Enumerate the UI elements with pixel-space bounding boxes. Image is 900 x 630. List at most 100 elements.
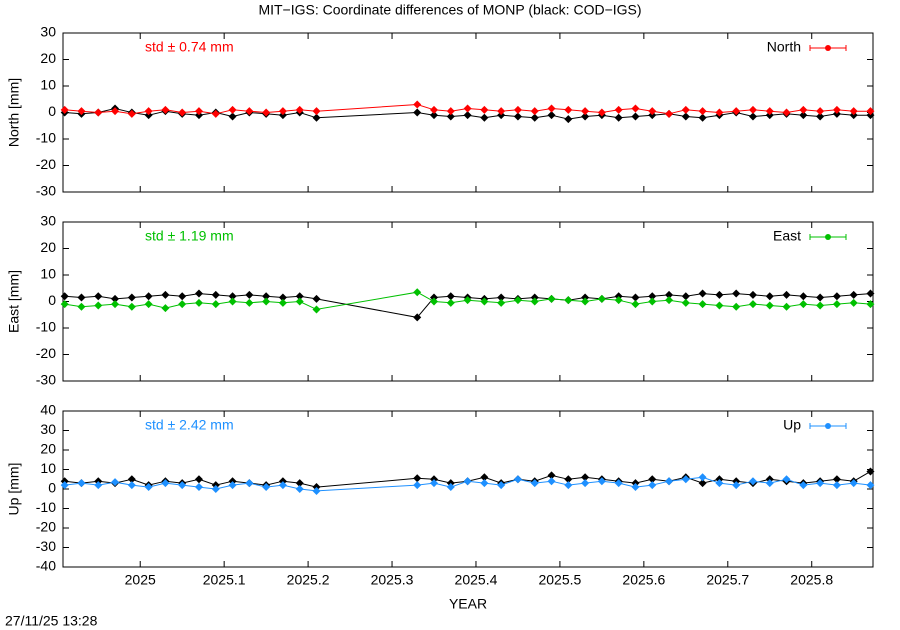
x-tick-label: 2025.3 (371, 572, 414, 588)
data-point (60, 300, 69, 309)
data-point (866, 481, 875, 490)
legend-label: East (773, 228, 801, 244)
data-point (564, 105, 573, 114)
data-point (732, 302, 741, 311)
data-point (94, 301, 103, 310)
data-point (413, 313, 422, 322)
data-point (430, 111, 439, 120)
data-point (127, 475, 136, 484)
data-point (127, 302, 136, 311)
data-point (295, 292, 304, 301)
data-point (497, 293, 506, 302)
data-point (245, 479, 254, 488)
data-point (413, 100, 422, 109)
std-annotation: std ± 0.74 mm (145, 39, 234, 55)
data-point (413, 481, 422, 490)
y-tick-label: 40 (40, 402, 56, 418)
data-point (765, 301, 774, 310)
data-point (228, 481, 237, 490)
data-point (648, 297, 657, 306)
data-point (413, 108, 422, 117)
y-tick-label: 30 (40, 421, 56, 437)
data-point (681, 475, 690, 484)
x-tick-label: 2025.8 (790, 572, 833, 588)
data-point (748, 105, 757, 114)
data-point (832, 292, 841, 301)
data-point (194, 483, 203, 492)
data-point (648, 475, 657, 484)
data-point (698, 107, 707, 116)
data-point (194, 107, 203, 116)
data-point (698, 300, 707, 309)
data-point (832, 105, 841, 114)
data-point (463, 111, 472, 120)
data-point (530, 113, 539, 122)
data-point (111, 478, 120, 487)
legend-label: North (767, 39, 801, 55)
y-tick-label: 30 (40, 213, 56, 229)
data-point (262, 292, 271, 301)
data-point (245, 107, 254, 116)
data-point (581, 107, 590, 116)
data-point (748, 300, 757, 309)
data-point (698, 473, 707, 482)
data-point (681, 298, 690, 307)
data-point (748, 112, 757, 121)
data-point (849, 298, 858, 307)
y-tick-label: -10 (36, 499, 56, 515)
data-point (312, 294, 321, 303)
data-point (178, 108, 187, 117)
data-point (547, 111, 556, 120)
data-point (60, 481, 69, 490)
data-point (497, 481, 506, 490)
data-point (111, 294, 120, 303)
data-point (816, 301, 825, 310)
x-tick-label: 2025 (125, 572, 156, 588)
data-point (564, 475, 573, 484)
data-point (816, 107, 825, 116)
data-point (581, 479, 590, 488)
data-point (295, 297, 304, 306)
data-point (161, 304, 170, 313)
data-point (866, 107, 875, 116)
data-point (782, 108, 791, 117)
data-point (228, 292, 237, 301)
data-point (547, 471, 556, 480)
data-point (732, 289, 741, 298)
data-point (765, 292, 774, 301)
y-tick-label: 0 (48, 103, 56, 119)
data-point (262, 297, 271, 306)
data-point (765, 107, 774, 116)
y-tick-label: -30 (36, 372, 56, 388)
data-point (178, 300, 187, 309)
y-tick-label: 20 (40, 50, 56, 66)
y-tick-label: -40 (36, 558, 56, 574)
data-point (715, 479, 724, 488)
data-point (111, 107, 120, 116)
data-point (161, 290, 170, 299)
legend-swatch (825, 234, 831, 240)
data-point (782, 290, 791, 299)
data-point (77, 107, 86, 116)
data-point (228, 112, 237, 121)
data-point (648, 481, 657, 490)
y-tick-label: -20 (36, 345, 56, 361)
y-tick-label: 10 (40, 77, 56, 93)
data-point (480, 113, 489, 122)
data-point (631, 293, 640, 302)
data-point (799, 111, 808, 120)
x-tick-label: 2025.7 (706, 572, 749, 588)
std-annotation: std ± 1.19 mm (145, 228, 234, 244)
data-point (413, 288, 422, 297)
data-point (564, 481, 573, 490)
data-point (278, 298, 287, 307)
data-point (178, 481, 187, 490)
data-point (278, 107, 287, 116)
data-point (77, 479, 86, 488)
data-point (463, 477, 472, 486)
data-point (211, 300, 220, 309)
y-tick-label: -20 (36, 156, 56, 172)
y-tick-label: 0 (48, 292, 56, 308)
data-point (782, 302, 791, 311)
x-tick-label: 2025.5 (538, 572, 581, 588)
